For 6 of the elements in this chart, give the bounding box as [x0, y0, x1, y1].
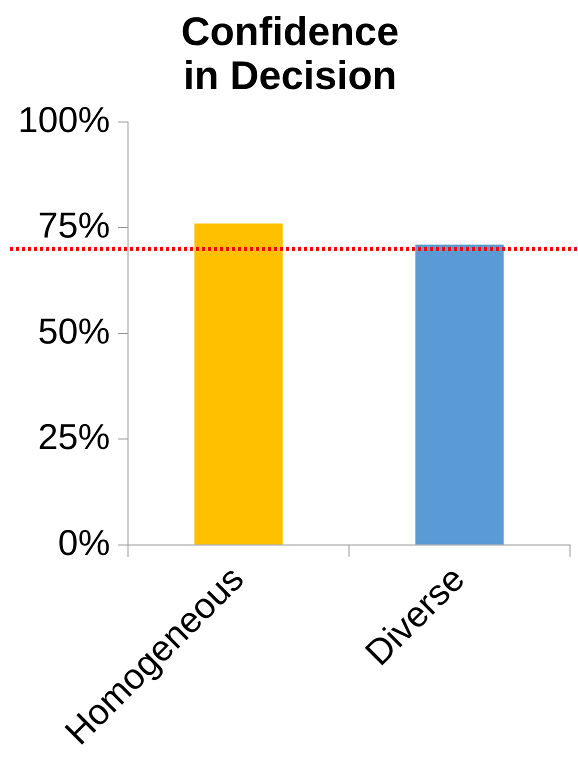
y-tick-label: 75%: [38, 204, 110, 246]
y-tick-label: 0%: [58, 522, 110, 563]
chart-title: Confidence in Decision: [181, 10, 399, 98]
y-tick-label: 100%: [18, 98, 110, 140]
y-tick-label: 25%: [38, 416, 110, 458]
y-tick-label: 50%: [38, 310, 110, 352]
